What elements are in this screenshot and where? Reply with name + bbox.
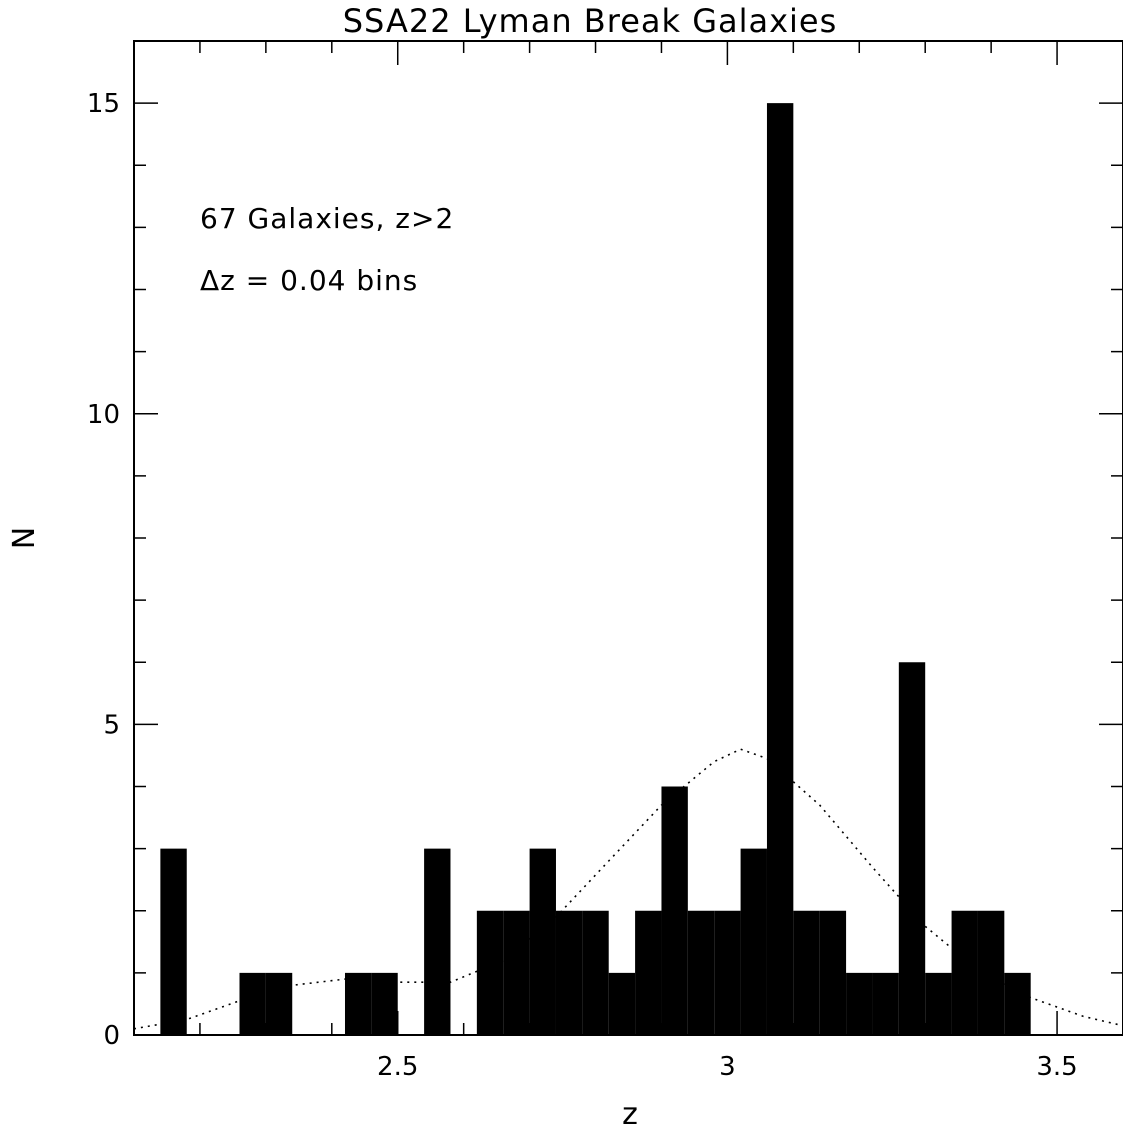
histogram-bar-16	[740, 848, 767, 1035]
histogram-bar-5	[424, 848, 451, 1035]
selection-curve	[133, 748, 1123, 1030]
histogram-bar-22	[898, 662, 926, 1035]
histogram-bar-4	[371, 972, 398, 1035]
annotation-galaxy-count: 67 Galaxies, z>2	[200, 202, 454, 235]
histogram-bar-14	[687, 910, 715, 1035]
histogram-bar-1	[239, 972, 266, 1035]
histogram-bar-9	[555, 910, 583, 1035]
y-axis-title: N	[7, 527, 42, 549]
histogram-bar-18	[793, 910, 820, 1035]
histogram-bar-12	[635, 910, 662, 1035]
y-tick-label: 15	[87, 89, 120, 119]
histogram-bar-19	[819, 910, 847, 1035]
histogram-bars	[160, 103, 1031, 1035]
y-tick-label: 0	[103, 1021, 120, 1051]
histogram-bar-23	[925, 972, 952, 1035]
chart-title: SSA22 Lyman Break Galaxies	[343, 2, 838, 40]
axis-ticks: 2.5 3 3.5 0 5 10 15	[87, 40, 1123, 1082]
histogram-bar-21	[872, 972, 899, 1035]
histogram-bar-0	[160, 848, 187, 1035]
y-tick-label: 5	[103, 710, 120, 740]
x-axis-title: z	[622, 1097, 638, 1129]
histogram-bar-25	[977, 910, 1005, 1035]
histogram-bar-8	[529, 848, 556, 1035]
histogram-bar-11	[608, 972, 636, 1035]
histogram-bar-6	[476, 910, 504, 1035]
x-tick-label: 2.5	[377, 1052, 418, 1082]
plot-frame	[133, 40, 1123, 1036]
y-tick-label: 10	[87, 400, 120, 430]
histogram-bar-2	[265, 972, 293, 1035]
histogram-bar-26	[1004, 972, 1031, 1035]
x-tick-label: 3.5	[1036, 1052, 1077, 1082]
histogram-bar-3	[344, 972, 372, 1035]
histogram-bar-7	[503, 910, 530, 1035]
histogram-bar-13	[661, 786, 688, 1035]
annotation-bin-width: Δz = 0.04 bins	[200, 264, 418, 297]
histogram-bar-10	[582, 910, 609, 1035]
x-tick-label: 3	[719, 1052, 736, 1082]
histogram-bar-24	[951, 910, 978, 1035]
selection-curve-layer	[133, 748, 1123, 1030]
histogram-bar-17	[766, 103, 794, 1035]
